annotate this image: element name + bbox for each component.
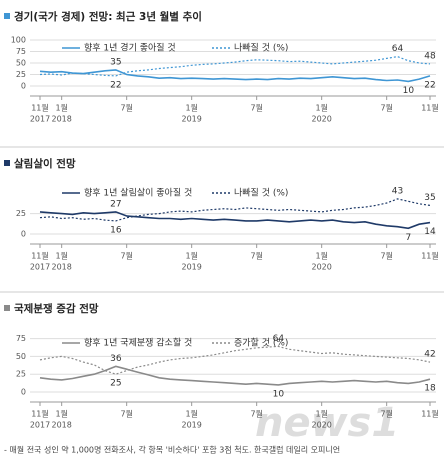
x-year-label: 2018 bbox=[51, 115, 71, 124]
x-tick-label: 1월 bbox=[315, 103, 327, 113]
y-tick-label: 0 bbox=[21, 230, 26, 239]
series-line bbox=[39, 345, 431, 375]
x-year-label: 2017 bbox=[30, 421, 50, 430]
watermark: news1 bbox=[255, 400, 399, 446]
title-bullet bbox=[4, 160, 10, 166]
x-tick-label: 7월 bbox=[380, 251, 392, 261]
y-tick-label: 100 bbox=[11, 36, 26, 45]
data-label: 64 bbox=[392, 44, 404, 54]
x-year-label: 2020 bbox=[311, 421, 331, 430]
data-label: 7 bbox=[405, 233, 411, 243]
y-tick-label: 50 bbox=[16, 352, 26, 361]
legend-label: 향후 1년 경기 좋아질 것 bbox=[84, 42, 176, 54]
x-tick-label: 7월 bbox=[120, 409, 132, 419]
x-tick-label: 11월 bbox=[421, 251, 439, 261]
x-year-label: 2019 bbox=[181, 421, 201, 430]
series-line bbox=[39, 55, 431, 77]
data-label: 64 bbox=[273, 334, 285, 344]
y-tick-label: 0 bbox=[21, 388, 26, 397]
x-tick-label: 1월 bbox=[55, 251, 67, 261]
data-label: 18 bbox=[424, 384, 436, 394]
data-label: 10 bbox=[273, 389, 285, 399]
x-tick-label: 1월 bbox=[315, 251, 327, 261]
x-tick-label: 1월 bbox=[55, 103, 67, 113]
legend-label: 나빠질 것 (%) bbox=[234, 42, 288, 54]
data-label: 48 bbox=[424, 51, 436, 61]
x-tick-label: 7월 bbox=[250, 103, 262, 113]
x-year-label: 2019 bbox=[181, 115, 201, 124]
x-year-label: 2018 bbox=[51, 421, 71, 430]
series-line bbox=[39, 198, 431, 222]
chart-title: 국제분쟁 증감 전망 bbox=[14, 302, 99, 315]
x-tick-label: 1월 bbox=[185, 409, 197, 419]
y-tick-label: 25 bbox=[16, 209, 26, 218]
x-tick-label: 1월 bbox=[55, 409, 67, 419]
data-label: 14 bbox=[424, 227, 436, 237]
x-year-label: 2017 bbox=[30, 263, 50, 272]
y-tick-label: 25 bbox=[16, 70, 26, 79]
data-label: 22 bbox=[110, 80, 121, 90]
x-tick-label: 11월 bbox=[31, 409, 49, 419]
chart-title: 경기(국가 경제) 전망: 최근 3년 월별 추이 bbox=[14, 10, 202, 23]
legend-label: 향후 1년 국제분쟁 감소할 것 bbox=[84, 337, 192, 349]
title-bullet bbox=[4, 305, 10, 311]
x-tick-label: 7월 bbox=[120, 103, 132, 113]
x-tick-label: 7월 bbox=[250, 409, 262, 419]
data-label: 35 bbox=[110, 57, 121, 67]
x-tick-label: 7월 bbox=[380, 409, 392, 419]
x-tick-label: 7월 bbox=[380, 103, 392, 113]
data-label: 43 bbox=[392, 186, 403, 196]
x-tick-label: 1월 bbox=[315, 409, 327, 419]
data-label: 25 bbox=[110, 379, 121, 389]
x-tick-label: 1월 bbox=[185, 251, 197, 261]
legend-label: 증가할 것 (%) bbox=[234, 338, 288, 349]
series-line bbox=[39, 69, 431, 83]
x-tick-label: 11월 bbox=[31, 103, 49, 113]
x-year-label: 2020 bbox=[311, 263, 331, 272]
footnote: - 매월 전국 성인 약 1,000명 전화조사, 각 항목 '비슷하다' 포함… bbox=[4, 445, 340, 455]
y-tick-label: 75 bbox=[16, 47, 26, 56]
x-tick-label: 11월 bbox=[31, 251, 49, 261]
legend-label: 향후 1년 살림살이 좋아질 것 bbox=[84, 187, 192, 199]
x-tick-label: 1월 bbox=[185, 103, 197, 113]
legend-label: 나빠질 것 (%) bbox=[234, 187, 288, 199]
x-year-label: 2019 bbox=[181, 263, 201, 272]
data-label: 42 bbox=[424, 350, 435, 360]
data-label: 27 bbox=[110, 199, 121, 209]
y-tick-label: 0 bbox=[21, 82, 26, 91]
y-tick-label: 25 bbox=[16, 370, 26, 379]
x-tick-label: 7월 bbox=[250, 251, 262, 261]
y-tick-label: 75 bbox=[16, 334, 26, 343]
data-label: 16 bbox=[110, 225, 122, 235]
data-label: 36 bbox=[110, 354, 122, 364]
x-tick-label: 11월 bbox=[421, 103, 439, 113]
x-year-label: 2017 bbox=[30, 115, 50, 124]
x-year-label: 2020 bbox=[311, 115, 331, 124]
data-label: 22 bbox=[424, 80, 435, 90]
x-year-label: 2018 bbox=[51, 263, 71, 272]
title-bullet bbox=[4, 13, 10, 19]
x-tick-label: 7월 bbox=[120, 251, 132, 261]
chart-title: 살림살이 전망 bbox=[14, 157, 76, 170]
data-label: 10 bbox=[403, 86, 415, 96]
series-line bbox=[39, 365, 431, 386]
x-tick-label: 11월 bbox=[421, 409, 439, 419]
series-line bbox=[39, 211, 431, 230]
data-label: 35 bbox=[424, 193, 435, 203]
y-tick-label: 50 bbox=[16, 59, 26, 68]
